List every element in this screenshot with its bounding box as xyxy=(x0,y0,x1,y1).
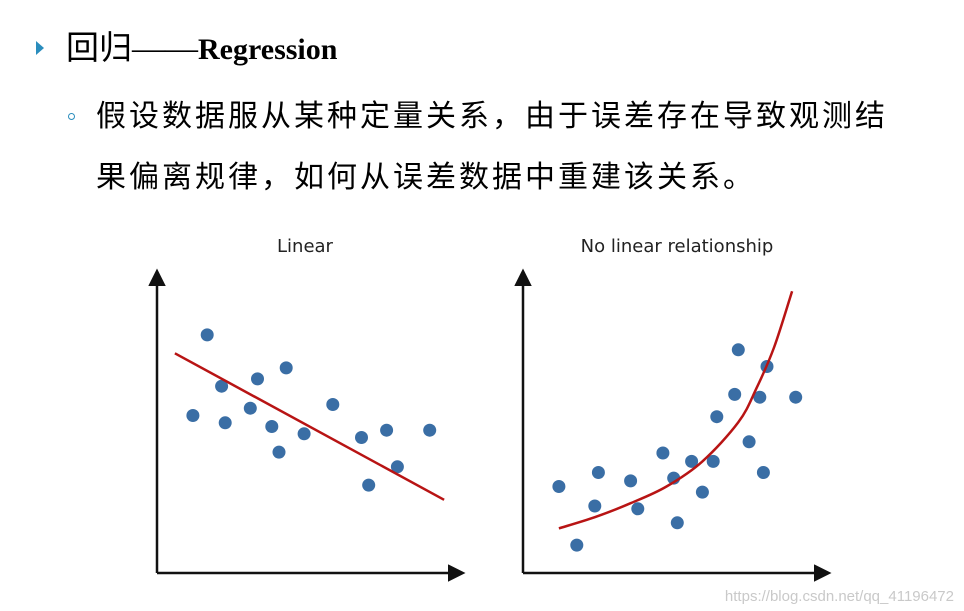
linear-point-2 xyxy=(200,328,214,342)
nonlinear-point-15 xyxy=(731,343,745,357)
linear-point-7 xyxy=(265,420,279,433)
nonlinear-point-14 xyxy=(728,387,742,401)
chart-nonlinear: No linear relationship xyxy=(514,236,832,582)
linear-point-13 xyxy=(362,478,376,492)
heading-english: Regression xyxy=(198,33,338,66)
slide-heading: 回归——Regression xyxy=(66,28,337,70)
nonlinear-point-9 xyxy=(670,516,684,530)
heading-dash: —— xyxy=(132,31,198,67)
body-text-line-2: 果偏离规律，如何从误差数据中重建该关系。 xyxy=(96,160,756,195)
linear-point-8 xyxy=(272,445,286,459)
nonlinear-point-3 xyxy=(588,499,602,513)
linear-point-14 xyxy=(380,423,394,437)
nonlinear-point-20 xyxy=(789,390,803,404)
sub-bullet-icon xyxy=(68,113,75,120)
nonlinear-point-5 xyxy=(624,474,638,488)
heading-bullet-icon xyxy=(36,41,44,55)
nonlinear-point-12 xyxy=(706,454,720,468)
linear-point-4 xyxy=(218,416,232,430)
chart-nonlinear-title: No linear relationship xyxy=(581,236,774,257)
chart-nonlinear-fit-curve xyxy=(558,290,794,530)
chart-linear-fit-line xyxy=(174,352,445,501)
linear-point-12 xyxy=(355,431,368,444)
nonlinear-point-4 xyxy=(591,466,605,479)
linear-point-3 xyxy=(215,379,229,393)
body-text-line-1: 假设数据服从某种定量关系，由于误差存在导致观测结 xyxy=(96,99,888,134)
nonlinear-point-13 xyxy=(710,410,724,424)
nonlinear-point-11 xyxy=(695,485,709,499)
linear-point-15 xyxy=(390,460,404,474)
nonlinear-point-6 xyxy=(631,502,645,516)
linear-point-11 xyxy=(326,398,340,411)
nonlinear-point-7 xyxy=(656,446,670,460)
linear-point-5 xyxy=(243,401,257,415)
nonlinear-point-16 xyxy=(742,435,756,449)
linear-point-10 xyxy=(297,427,311,441)
chart-linear: Linear xyxy=(148,236,466,582)
watermark-text: https://blog.csdn.net/qq_41196472 xyxy=(724,588,954,605)
chart-nonlinear-points xyxy=(552,343,803,552)
linear-point-9 xyxy=(279,361,293,375)
linear-point-6 xyxy=(251,372,264,386)
linear-point-1 xyxy=(186,409,200,422)
nonlinear-point-2 xyxy=(570,538,584,552)
nonlinear-point-1 xyxy=(552,480,566,493)
heading-chinese: 回归 xyxy=(66,28,132,67)
nonlinear-point-10 xyxy=(685,454,699,468)
nonlinear-point-18 xyxy=(756,466,770,479)
linear-point-16 xyxy=(423,423,437,437)
chart-linear-points xyxy=(186,328,437,492)
nonlinear-point-17 xyxy=(753,390,767,404)
chart-linear-title: Linear xyxy=(277,236,334,257)
